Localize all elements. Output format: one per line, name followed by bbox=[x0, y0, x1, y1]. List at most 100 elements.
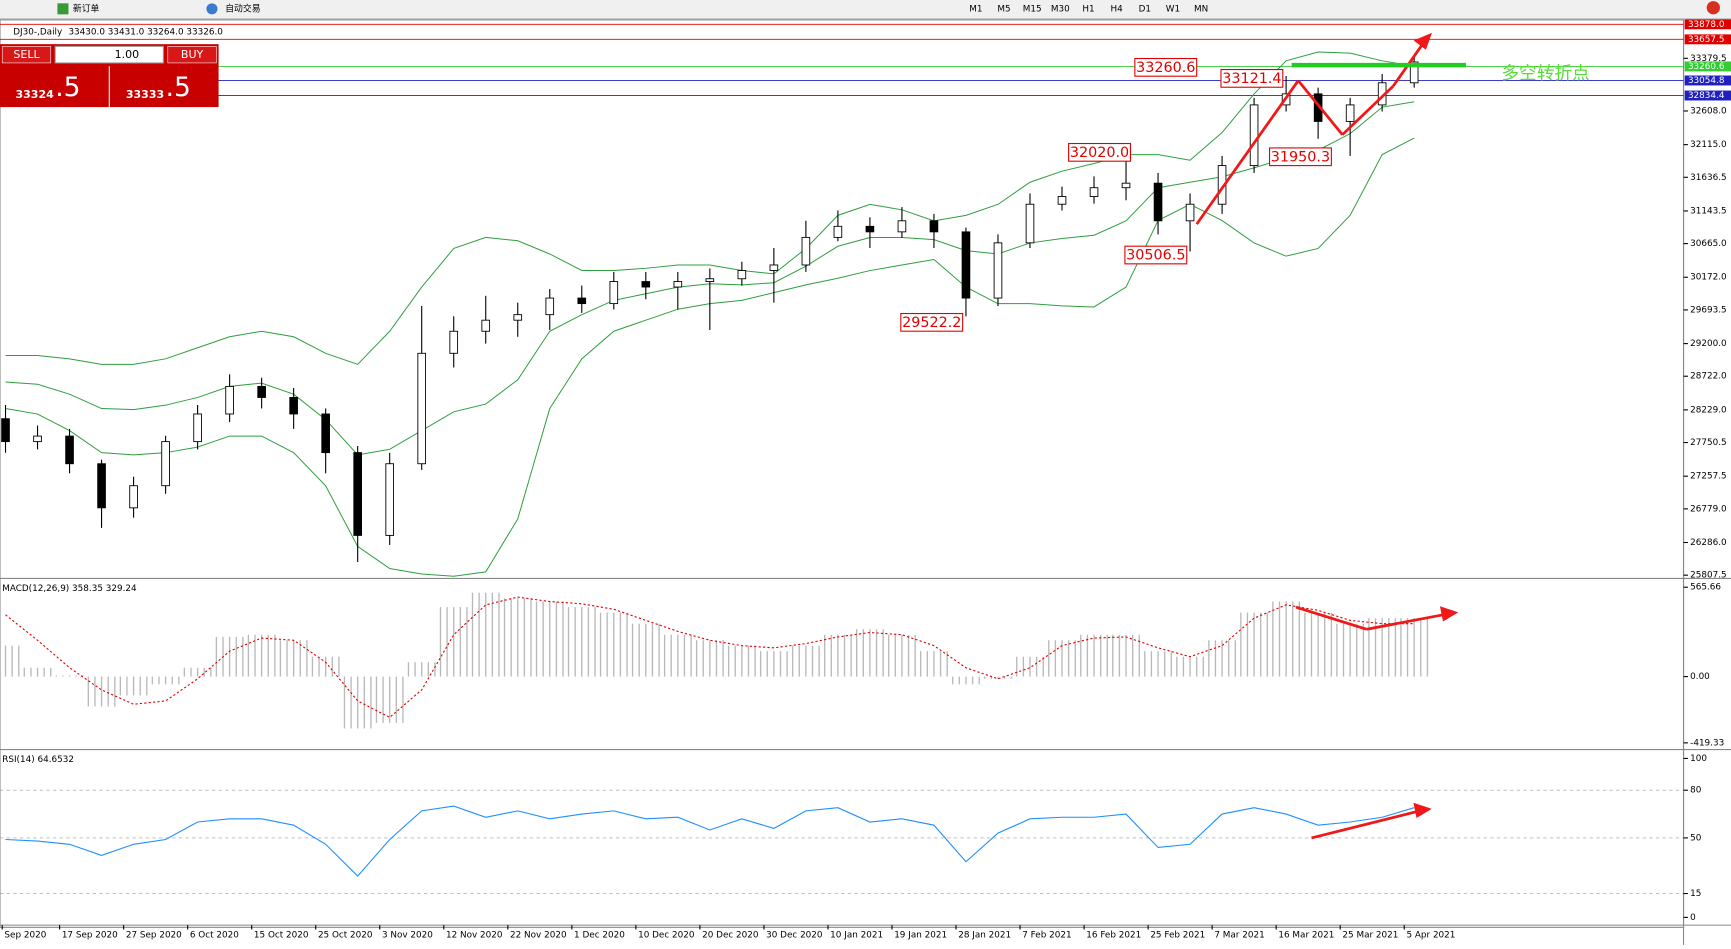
candle-body bbox=[897, 220, 907, 233]
timeframe-button[interactable]: MN bbox=[1194, 4, 1208, 14]
chart-symbol: DJ30-,Daily bbox=[13, 28, 62, 38]
candle-body bbox=[1025, 203, 1035, 244]
timeframe-button[interactable]: D1 bbox=[1139, 4, 1151, 14]
candle-body bbox=[1185, 203, 1195, 222]
x-tick-label: 22 Nov 2020 bbox=[510, 931, 567, 941]
y-tick-label: 565.66 bbox=[1690, 583, 1721, 593]
x-tick-label: 30 Dec 2020 bbox=[766, 931, 823, 941]
candle-body bbox=[1057, 196, 1067, 205]
annotation-box bbox=[1068, 142, 1132, 162]
candle-body bbox=[97, 463, 106, 509]
annotation-label: 32020.0 bbox=[1070, 145, 1129, 161]
x-tick-label: 10 Jan 2021 bbox=[830, 931, 883, 941]
x-tick-label: 19 Jan 2021 bbox=[894, 931, 947, 941]
annotation-box bbox=[1220, 69, 1284, 88]
sell-price-frac[interactable]: .5 bbox=[55, 72, 80, 103]
annotation-label: 31950.3 bbox=[1271, 149, 1330, 165]
bollinger-upper bbox=[5, 51, 1415, 365]
candle-body bbox=[865, 225, 875, 233]
timeframe-button[interactable]: M5 bbox=[997, 4, 1010, 14]
candle-body bbox=[65, 435, 74, 465]
candle-body bbox=[1409, 61, 1419, 84]
candle-body bbox=[193, 413, 202, 443]
candle-body bbox=[353, 452, 362, 536]
candle-body bbox=[1, 418, 10, 443]
candle-body bbox=[257, 385, 266, 398]
sell-label[interactable]: SELL bbox=[13, 48, 40, 61]
auto-trading-icon bbox=[206, 3, 218, 15]
candle-body bbox=[417, 352, 427, 465]
x-tick-label: 15 Oct 2020 bbox=[254, 931, 309, 941]
rsi-arrow bbox=[1311, 808, 1423, 840]
price-level-label: 33657.5 bbox=[1688, 35, 1725, 45]
x-tick-label: 10 Dec 2020 bbox=[638, 931, 695, 941]
candle-body bbox=[1153, 182, 1163, 222]
x-tick-label: 16 Feb 2021 bbox=[1086, 931, 1141, 941]
x-tick-label: 16 Mar 2021 bbox=[1278, 931, 1334, 941]
candle-body bbox=[161, 441, 170, 487]
trend-arrow bbox=[1195, 79, 1300, 225]
candle-body bbox=[673, 281, 683, 288]
sell-price-main[interactable]: 33324 bbox=[15, 88, 54, 101]
timeframe-button[interactable]: M1 bbox=[969, 4, 982, 14]
sell-button[interactable] bbox=[1, 46, 52, 64]
price-level-tag bbox=[1684, 61, 1731, 72]
x-tick-label: 25 Feb 2021 bbox=[1150, 931, 1205, 941]
buy-price-main[interactable]: 33333 bbox=[126, 88, 164, 101]
candle-body bbox=[1345, 104, 1355, 122]
x-tick-label: Sep 2020 bbox=[4, 931, 46, 941]
timeframe-button[interactable]: M15 bbox=[1023, 4, 1042, 14]
timeframe-button[interactable]: H4 bbox=[1111, 4, 1124, 14]
annotation-box bbox=[1268, 147, 1332, 167]
y-tick-label: 26779.0 bbox=[1690, 504, 1727, 514]
indicator-label: RSI(14) 64.6532 bbox=[2, 755, 74, 765]
new-order-icon bbox=[57, 3, 69, 15]
timeframe-button[interactable]: M30 bbox=[1051, 4, 1070, 14]
new-order-button[interactable]: 新订单 bbox=[73, 2, 100, 14]
y-tick-label: 80 bbox=[1690, 786, 1702, 796]
lots-value[interactable]: 1.00 bbox=[115, 48, 140, 61]
chart-frame bbox=[0, 19, 1685, 928]
annotation-label: 30506.5 bbox=[1126, 248, 1185, 264]
drawings bbox=[1195, 32, 1459, 840]
buy-label[interactable]: BUY bbox=[181, 48, 204, 61]
candle-body bbox=[929, 220, 939, 233]
x-tick-label: 3 Nov 2020 bbox=[382, 931, 433, 941]
y-tick-label: 25807.5 bbox=[1690, 571, 1727, 581]
candle-body bbox=[545, 297, 555, 316]
candle-body bbox=[609, 281, 619, 305]
y-tick-label: -419.33 bbox=[1690, 738, 1724, 748]
x-tick-label: 17 Sep 2020 bbox=[62, 931, 118, 941]
alert-icon[interactable] bbox=[1706, 1, 1720, 15]
price-level-tag bbox=[1684, 90, 1731, 101]
x-tick-label: 7 Feb 2021 bbox=[1022, 931, 1071, 941]
buy-price-frac[interactable]: .5 bbox=[166, 72, 191, 103]
y-tick-label: 100 bbox=[1690, 754, 1707, 764]
trend-arrow bbox=[1341, 85, 1395, 136]
timeframe-button[interactable]: W1 bbox=[1166, 4, 1180, 14]
timeframe-button[interactable]: H1 bbox=[1082, 4, 1094, 14]
candle-body bbox=[225, 385, 234, 415]
y-tick-label: 27257.5 bbox=[1690, 472, 1727, 482]
annotation-label: 33121.4 bbox=[1222, 71, 1281, 87]
lots-input[interactable] bbox=[54, 45, 164, 64]
candle-body bbox=[449, 330, 459, 354]
y-tick-label: 27750.5 bbox=[1690, 438, 1727, 448]
y-tick-label: 28722.0 bbox=[1690, 372, 1727, 382]
macd-arrow bbox=[1366, 612, 1449, 631]
candle-body bbox=[737, 270, 747, 280]
auto-trading-button[interactable]: 自动交易 bbox=[225, 2, 260, 14]
candle-body bbox=[833, 225, 843, 238]
annotation-label: 29522.2 bbox=[902, 315, 961, 331]
buy-button[interactable] bbox=[167, 46, 217, 64]
candle-body bbox=[641, 281, 651, 288]
candle-body bbox=[993, 242, 1003, 299]
price-level-label: 33054.8 bbox=[1688, 76, 1725, 86]
y-tick-label: 0 bbox=[1690, 913, 1696, 923]
candle-body bbox=[769, 264, 779, 271]
x-tick-label: 25 Mar 2021 bbox=[1342, 931, 1398, 941]
y-tick-label: 32608.0 bbox=[1690, 106, 1727, 116]
y-tick-label: 31143.5 bbox=[1690, 206, 1727, 216]
annotation-box bbox=[1124, 245, 1188, 265]
